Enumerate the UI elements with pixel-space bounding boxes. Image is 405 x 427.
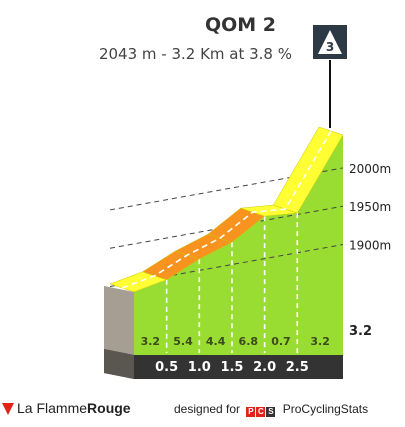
category-badge-label: 3 (326, 40, 334, 54)
chart-title: QOM 2 (204, 14, 276, 36)
mountain-triangle-icon (318, 30, 342, 54)
distance-label-1.5: 1.5 (220, 360, 243, 375)
credit-text: designed for (174, 402, 241, 416)
distance-band (104, 349, 343, 379)
distance-band-side (104, 349, 134, 379)
chart-subtitle: 2043 m - 3.2 Km at 3.8 % (98, 45, 292, 63)
gradient-label-2: 5.4 (173, 335, 193, 348)
distance-label-1: 1.0 (188, 360, 211, 375)
terrain-face (134, 135, 343, 355)
gradient-label-3: 4.4 (206, 335, 226, 348)
credit-site: ProCyclingStats (282, 402, 369, 416)
distance-label-2.5: 2.5 (286, 360, 309, 375)
gradient-label-1: 3.2 (141, 335, 161, 348)
climb-profile-chart: 2000m 1950m 1900m 3.2 5.4 4.4 6.8 0.7 3.2 0.5 1.0… (104, 25, 391, 379)
end-distance-label: 3.2 (349, 324, 372, 339)
gridline-label-1900: 1900m (349, 239, 391, 253)
brand-prefix: La Flamme (17, 400, 88, 416)
distance-label-0.5: 0.5 (155, 360, 178, 375)
gridline-label-1950: 1950m (349, 200, 391, 214)
gradient-label-5: 0.7 (271, 335, 291, 348)
distance-label-2: 2.0 (253, 360, 276, 375)
gradient-label-4: 6.8 (239, 335, 259, 348)
la-flamme-rouge-logo: La FlammeRouge (2, 400, 131, 416)
flamme-rouge-flag-icon (2, 403, 14, 415)
brand-suffix: Rouge (87, 400, 131, 416)
start-wall (104, 286, 134, 355)
road-centre-line (121, 130, 332, 289)
gridline-label-2000: 2000m (349, 162, 391, 176)
gradient-label-6: 3.2 (310, 335, 330, 348)
gridline-2000 (109, 167, 344, 211)
